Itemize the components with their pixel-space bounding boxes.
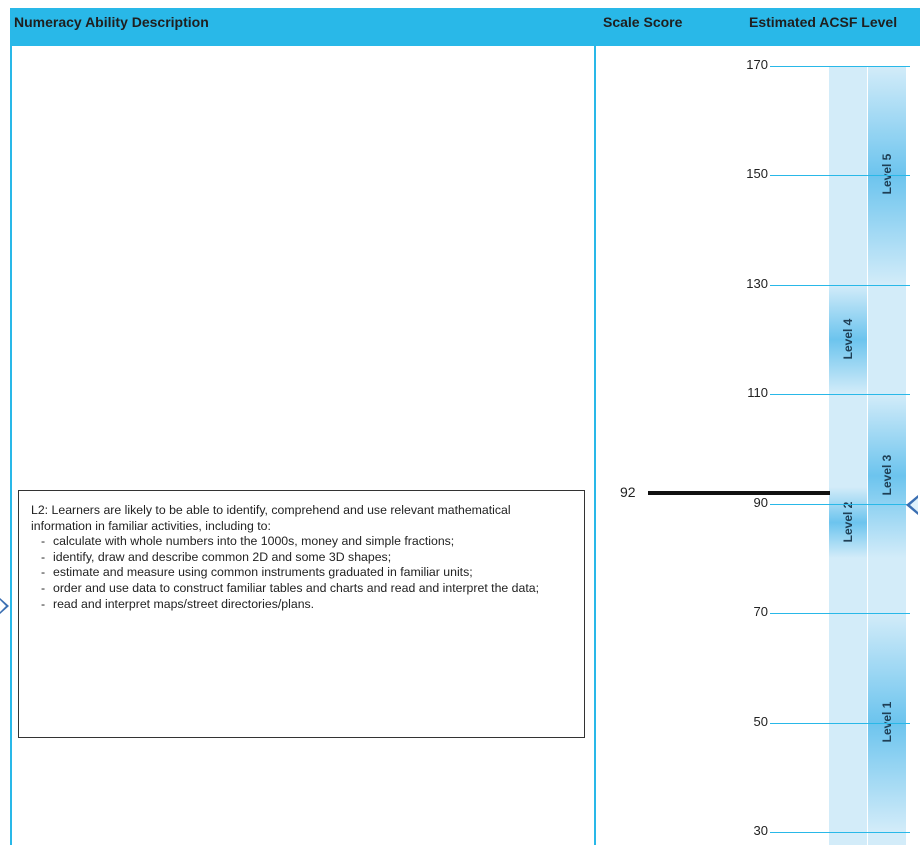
- band-column-left: [829, 66, 867, 845]
- header-description: Numeracy Ability Description: [14, 14, 209, 30]
- level-band: [829, 487, 867, 559]
- scale-tick-label: 170: [746, 57, 768, 72]
- level-label: Level 1: [880, 701, 894, 742]
- level-label: Level 5: [880, 154, 894, 195]
- level-band: [868, 394, 906, 559]
- level-band: [829, 284, 867, 395]
- header-acsf-level: Estimated ACSF Level: [749, 14, 898, 30]
- scale-tick-label: 130: [746, 275, 768, 291]
- scale-tick-label: 90: [753, 494, 768, 510]
- description-item: estimate and measure using common instru…: [31, 565, 572, 581]
- description-item: order and use data to construct familiar…: [31, 581, 572, 597]
- scale-tick-line: [770, 722, 910, 724]
- pointer-left-icon-inner: [910, 498, 918, 512]
- level-label: Level 3: [880, 455, 894, 496]
- score-label: 92: [620, 483, 636, 500]
- scale-tick-line: [770, 175, 910, 177]
- level-label: Level 4: [841, 318, 855, 359]
- description-list: calculate with whole numbers into the 10…: [31, 534, 572, 612]
- left-border: [10, 46, 12, 845]
- scale-tick-line: [770, 394, 910, 396]
- description-item: identify, draw and describe common 2D an…: [31, 550, 572, 566]
- scale-tick-line: [770, 613, 910, 615]
- pointer-right-icon-inner: [0, 600, 6, 612]
- scale-tick-label: 50: [753, 713, 768, 729]
- scale-tick-label: 70: [753, 604, 768, 620]
- column-divider: [594, 46, 596, 845]
- scale-tick-line: [770, 284, 910, 286]
- description-item: calculate with whole numbers into the 10…: [31, 534, 572, 550]
- description-intro: L2: Learners are likely to be able to id…: [31, 503, 511, 533]
- scale-tick-label: 110: [747, 385, 768, 401]
- scale-tick-line: [770, 503, 910, 505]
- header-scale-score: Scale Score: [603, 14, 683, 30]
- scale-tick-line: [770, 66, 910, 67]
- scale-tick-label: 150: [746, 166, 768, 182]
- table-header: [10, 8, 920, 46]
- ability-description-box: L2: Learners are likely to be able to id…: [18, 490, 585, 738]
- description-item: read and interpret maps/street directori…: [31, 597, 572, 613]
- score-marker-line: [648, 490, 830, 495]
- scale-tick-label: 30: [753, 823, 768, 838]
- scale-tick-line: [770, 832, 910, 833]
